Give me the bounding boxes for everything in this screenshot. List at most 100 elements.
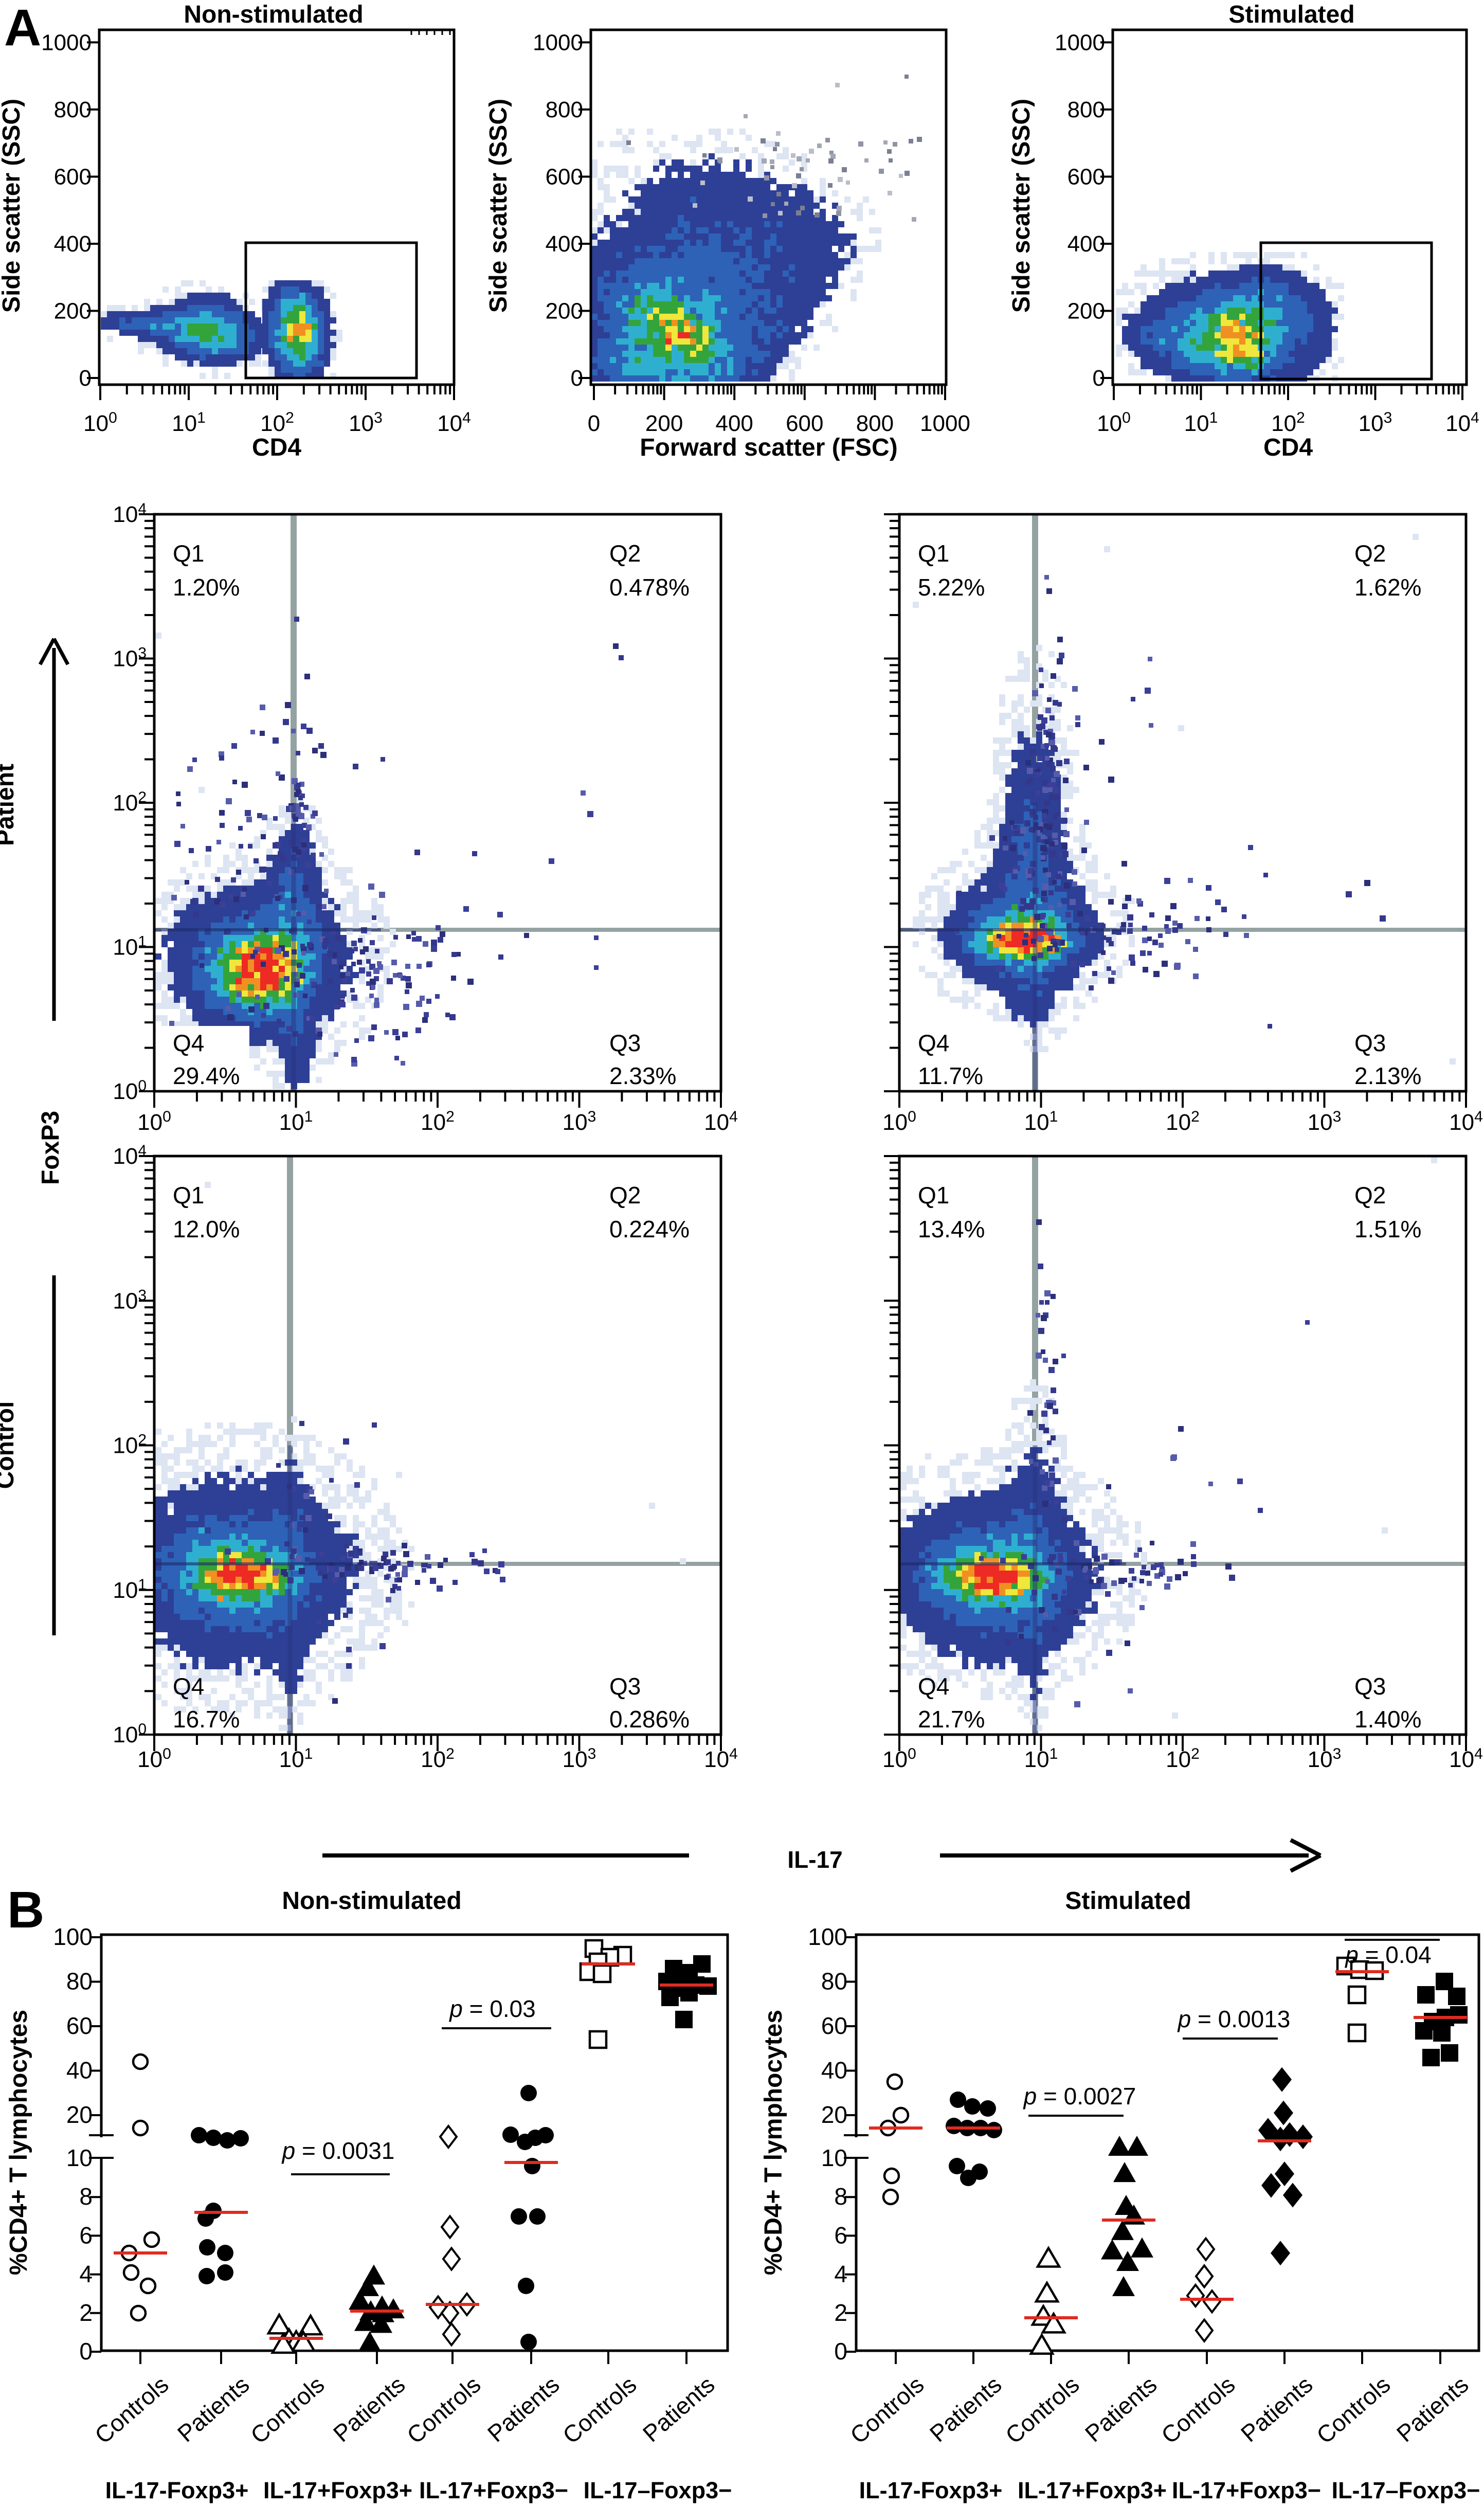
- svg-text:0.286%: 0.286%: [609, 1706, 690, 1733]
- svg-text:400: 400: [715, 411, 753, 436]
- svg-text:1.20%: 1.20%: [173, 574, 240, 601]
- svg-text:IL-17: IL-17: [787, 1846, 842, 1873]
- svg-text:Q3: Q3: [609, 1673, 641, 1700]
- svg-text:600: 600: [54, 164, 92, 189]
- svg-text:1000: 1000: [1055, 30, 1105, 55]
- svg-text:IL-17+Foxp3−: IL-17+Foxp3−: [419, 2477, 568, 2503]
- svg-text:40: 40: [821, 2057, 847, 2084]
- svg-text:Side scatter (SSC): Side scatter (SSC): [1008, 99, 1035, 313]
- svg-text:200: 200: [546, 298, 583, 323]
- svg-text:Q4: Q4: [173, 1030, 204, 1056]
- svg-text:80: 80: [66, 1968, 93, 1995]
- svg-text:104: 104: [1449, 1108, 1483, 1135]
- svg-text:Control: Control: [0, 1401, 19, 1489]
- svg-text:80: 80: [821, 1968, 847, 1995]
- svg-text:Q4: Q4: [918, 1030, 949, 1056]
- svg-text:600: 600: [1067, 164, 1105, 189]
- svg-text:0: 0: [79, 366, 92, 391]
- svg-text:B: B: [7, 1881, 44, 1939]
- svg-text:400: 400: [54, 231, 92, 257]
- svg-text:Patient: Patient: [0, 764, 19, 846]
- svg-text:0: 0: [79, 2338, 93, 2365]
- svg-text:1.40%: 1.40%: [1354, 1706, 1421, 1733]
- svg-text:Stimulated: Stimulated: [1065, 1887, 1191, 1915]
- svg-text:0: 0: [588, 411, 600, 436]
- svg-text:10: 10: [66, 2144, 93, 2171]
- svg-text:600: 600: [546, 164, 583, 189]
- svg-text:FoxP3: FoxP3: [37, 1111, 64, 1185]
- svg-text:Non-stimulated: Non-stimulated: [282, 1887, 461, 1915]
- svg-text:800: 800: [54, 97, 92, 122]
- svg-text:103: 103: [1308, 1108, 1342, 1135]
- svg-text:0: 0: [1093, 366, 1105, 391]
- svg-text:2: 2: [79, 2299, 93, 2326]
- svg-text:p = 0.0027: p = 0.0027: [1023, 2083, 1136, 2110]
- svg-text:Q4: Q4: [918, 1673, 949, 1700]
- svg-text:1.51%: 1.51%: [1354, 1216, 1421, 1242]
- svg-text:CD4: CD4: [1263, 434, 1313, 461]
- svg-text:103: 103: [563, 1108, 596, 1135]
- svg-text:40: 40: [66, 2057, 93, 2084]
- svg-text:Side scatter (SSC): Side scatter (SSC): [0, 99, 25, 313]
- svg-text:Q4: Q4: [173, 1673, 204, 1700]
- svg-text:Q2: Q2: [1354, 540, 1386, 567]
- svg-text:IL-17+Foxp3+: IL-17+Foxp3+: [263, 2477, 412, 2503]
- svg-text:60: 60: [821, 2012, 847, 2039]
- svg-text:Non-stimulated: Non-stimulated: [184, 1, 363, 28]
- svg-text:0: 0: [834, 2338, 847, 2365]
- svg-text:1.62%: 1.62%: [1354, 574, 1421, 601]
- svg-text:Q2: Q2: [609, 540, 641, 567]
- svg-text:Side scatter (SSC): Side scatter (SSC): [485, 99, 512, 313]
- svg-text:100: 100: [808, 1923, 847, 1950]
- svg-text:11.7%: 11.7%: [918, 1062, 983, 1089]
- svg-text:2: 2: [834, 2299, 847, 2326]
- svg-text:p = 0.0031: p = 0.0031: [281, 2137, 395, 2164]
- svg-text:12.0%: 12.0%: [173, 1216, 240, 1242]
- svg-text:IL-17–Foxp3−: IL-17–Foxp3−: [1332, 2477, 1480, 2503]
- svg-text:100: 100: [137, 1745, 171, 1773]
- svg-text:IL-17-Foxp3+: IL-17-Foxp3+: [859, 2477, 1003, 2503]
- svg-text:%CD4+ T lymphocytes: %CD4+ T lymphocytes: [760, 2010, 787, 2275]
- svg-text:Forward scatter (FSC): Forward scatter (FSC): [640, 434, 897, 461]
- svg-text:IL-17–Foxp3−: IL-17–Foxp3−: [584, 2477, 732, 2503]
- svg-text:2.13%: 2.13%: [1354, 1062, 1421, 1089]
- svg-text:2.33%: 2.33%: [609, 1062, 676, 1089]
- svg-text:100: 100: [53, 1923, 93, 1950]
- svg-text:800: 800: [546, 97, 583, 122]
- svg-text:101: 101: [113, 933, 147, 960]
- svg-text:100: 100: [137, 1108, 171, 1135]
- svg-text:29.4%: 29.4%: [173, 1062, 240, 1089]
- svg-text:102: 102: [260, 409, 294, 437]
- svg-text:0.478%: 0.478%: [609, 574, 690, 601]
- svg-text:Stimulated: Stimulated: [1228, 1, 1354, 28]
- svg-text:20: 20: [66, 2101, 93, 2128]
- svg-text:Q1: Q1: [173, 1182, 204, 1209]
- svg-text:200: 200: [645, 411, 683, 436]
- svg-text:21.7%: 21.7%: [918, 1706, 985, 1733]
- svg-text:8: 8: [834, 2183, 847, 2210]
- svg-text:0: 0: [571, 366, 583, 391]
- svg-text:1000: 1000: [533, 30, 583, 55]
- svg-text:60: 60: [66, 2012, 93, 2039]
- svg-text:4: 4: [79, 2261, 93, 2287]
- svg-text:6: 6: [79, 2222, 93, 2248]
- svg-text:5.22%: 5.22%: [918, 574, 985, 601]
- svg-text:Q2: Q2: [1354, 1182, 1386, 1209]
- svg-text:6: 6: [834, 2222, 847, 2248]
- svg-text:p = 0.04: p = 0.04: [1344, 1941, 1432, 1968]
- svg-text:101: 101: [1184, 409, 1218, 437]
- svg-text:p = 0.03: p = 0.03: [448, 1995, 536, 2022]
- svg-text:Q1: Q1: [173, 540, 204, 567]
- svg-text:4: 4: [834, 2261, 847, 2287]
- svg-text:13.4%: 13.4%: [918, 1216, 985, 1242]
- svg-text:Q3: Q3: [1354, 1673, 1386, 1700]
- svg-text:800: 800: [1067, 97, 1105, 122]
- svg-text:20: 20: [821, 2101, 847, 2128]
- svg-text:400: 400: [1067, 231, 1105, 257]
- svg-text:Q3: Q3: [609, 1030, 641, 1056]
- svg-text:Q2: Q2: [609, 1182, 641, 1209]
- svg-text:103: 103: [113, 1287, 147, 1314]
- svg-text:IL-17+Foxp3−: IL-17+Foxp3−: [1172, 2477, 1321, 2503]
- svg-text:16.7%: 16.7%: [173, 1706, 240, 1733]
- svg-text:0.224%: 0.224%: [609, 1216, 690, 1242]
